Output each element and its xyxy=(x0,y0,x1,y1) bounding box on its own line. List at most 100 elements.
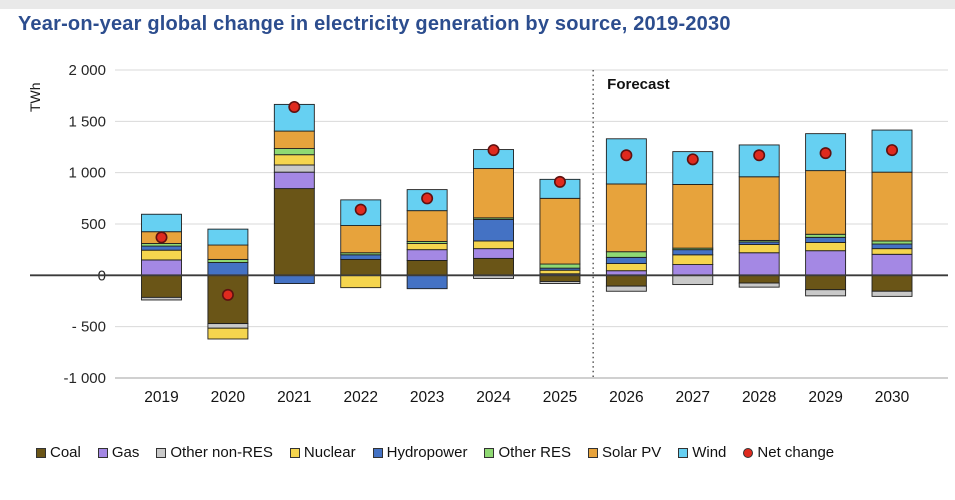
top-strip xyxy=(0,0,955,9)
bar-segment-wind-2026 xyxy=(605,138,647,185)
net-change-dot-2025 xyxy=(553,175,566,188)
bar-segment-gas-2023 xyxy=(406,249,448,261)
y-tick-label: 500 xyxy=(81,216,106,233)
legend-label: Hydropower xyxy=(386,444,468,461)
legend-label: Wind xyxy=(692,444,727,461)
x-axis-label-2022: 2022 xyxy=(343,389,377,406)
legend-swatch-net-change-icon xyxy=(743,447,754,458)
bar-segment-other-non-res-2029 xyxy=(805,289,847,297)
net-change-dot-2019 xyxy=(155,231,168,244)
bar-segment-solar-pv-2021 xyxy=(273,130,315,149)
net-change-dot-2028 xyxy=(753,149,766,162)
bar-segment-hydropower-2030 xyxy=(871,243,913,250)
bar-segment-coal-2030 xyxy=(871,274,913,292)
bar-segment-gas-2029 xyxy=(805,250,847,276)
net-change-dot-2029 xyxy=(819,147,832,160)
bar-segment-nuclear-2024 xyxy=(473,240,514,250)
bar-segment-other-non-res-2020 xyxy=(207,323,249,329)
y-tick-label: 1 000 xyxy=(68,165,106,182)
bar-segment-other-res-2025 xyxy=(539,263,581,269)
bar-segment-wind-2020 xyxy=(207,228,249,246)
bar-segment-solar-pv-2023 xyxy=(406,210,448,242)
legend-item-gas: Gas xyxy=(97,444,139,461)
x-axis-label-2025: 2025 xyxy=(543,389,577,406)
bar-segment-coal-2029 xyxy=(805,274,847,291)
bar-segment-coal-2026 xyxy=(605,274,647,287)
bar-segment-other-non-res-2019 xyxy=(141,296,182,301)
bar-segment-other-res-2030 xyxy=(871,240,913,245)
bar-segment-nuclear-2025 xyxy=(539,269,581,275)
bar-segment-nuclear-2023 xyxy=(406,243,448,251)
x-axis-label-2029: 2029 xyxy=(808,389,842,406)
bar-segment-solar-pv-2027 xyxy=(672,184,714,249)
bar-segment-nuclear-2028 xyxy=(738,244,780,254)
x-axis-label-2026: 2026 xyxy=(609,389,643,406)
x-axis-label-2021: 2021 xyxy=(277,389,311,406)
legend-item-hydropower: Hydropower xyxy=(372,444,468,461)
bar-segment-gas-2021 xyxy=(273,171,315,190)
bar-segment-nuclear-2021 xyxy=(273,154,315,166)
bar-segment-nuclear-2022 xyxy=(340,274,382,289)
bar-segment-coal-2028 xyxy=(738,274,780,284)
legend-label: Solar PV xyxy=(602,444,662,461)
bar-segment-other-res-2021 xyxy=(273,148,315,156)
bar-segment-nuclear-2029 xyxy=(805,242,847,252)
legend-item-net-change: Net change xyxy=(743,444,834,461)
y-tick-label: -1 000 xyxy=(63,370,106,387)
legend-item-coal: Coal xyxy=(36,444,81,461)
bar-segment-hydropower-2024 xyxy=(473,218,514,242)
legend-item-nuclear: Nuclear xyxy=(289,444,356,461)
x-axis-label-2027: 2027 xyxy=(676,389,710,406)
x-axis-label-2020: 2020 xyxy=(211,389,246,406)
bar-segment-solar-pv-2022 xyxy=(340,225,382,254)
y-axis-unit-label: TWh xyxy=(27,82,43,112)
x-axis-label-2028: 2028 xyxy=(742,389,776,406)
bar-segment-other-res-2029 xyxy=(805,233,847,238)
bar-segment-solar-pv-2030 xyxy=(871,171,913,242)
legend-swatch-gas xyxy=(97,447,108,458)
bar-segment-coal-2019 xyxy=(141,274,182,298)
bar-segment-solar-pv-2026 xyxy=(605,183,647,253)
legend-swatch-other-res xyxy=(484,447,495,458)
legend-label: Nuclear xyxy=(303,444,356,461)
bar-segment-hydropower-2020 xyxy=(207,262,249,276)
legend-label: Net change xyxy=(757,444,835,461)
bar-segment-gas-2024 xyxy=(473,248,514,259)
x-axis-label-2024: 2024 xyxy=(476,389,511,406)
legend-swatch-solar-pv xyxy=(588,447,599,458)
bar-segment-hydropower-2029 xyxy=(805,236,847,243)
bar-segment-coal-2023 xyxy=(406,259,448,276)
legend-swatch-other-non-res xyxy=(156,447,167,458)
page-title: Year-on-year global change in electricit… xyxy=(18,13,731,35)
legend-item-wind: Wind xyxy=(678,444,726,461)
net-change-dot-2030 xyxy=(886,144,899,157)
bar-segment-hydropower-2027 xyxy=(672,249,714,256)
bar-segment-other-non-res-2021 xyxy=(273,164,315,173)
bar-segment-nuclear-2027 xyxy=(672,254,714,266)
net-change-dot-2027 xyxy=(686,153,699,166)
bar-segment-nuclear-2019 xyxy=(141,249,182,261)
bar-segment-wind-2021 xyxy=(273,103,315,132)
bar-segment-other-non-res-2026 xyxy=(605,285,647,292)
bar-segment-gas-2027 xyxy=(672,264,714,276)
legend-label: Other RES xyxy=(498,444,572,461)
net-change-dot-2022 xyxy=(354,203,367,216)
bar-segment-hydropower-2021 xyxy=(273,274,315,284)
chart-legend: Coal Gas Other non-RES Nuclear Hydropower Oth… xyxy=(36,444,936,461)
net-change-dot-2023 xyxy=(421,192,434,205)
legend-swatch-coal xyxy=(36,447,46,458)
x-axis-label-2023: 2023 xyxy=(410,389,444,406)
bar-segment-hydropower-2022 xyxy=(340,254,382,260)
net-change-dot-2020 xyxy=(221,288,234,301)
bar-segment-coal-2025 xyxy=(539,274,581,282)
x-axis-label-2030: 2030 xyxy=(875,389,910,406)
bar-segment-gas-2019 xyxy=(141,259,182,276)
bar-segment-hydropower-2023 xyxy=(406,274,448,290)
legend-label: Other non-RES xyxy=(170,444,273,461)
bar-segment-wind-2019 xyxy=(141,213,182,233)
bar-segment-coal-2022 xyxy=(340,258,382,276)
legend-swatch-nuclear xyxy=(289,447,300,458)
bar-segment-nuclear-2030 xyxy=(871,248,913,255)
bar-segment-other-non-res-2025 xyxy=(539,281,581,284)
